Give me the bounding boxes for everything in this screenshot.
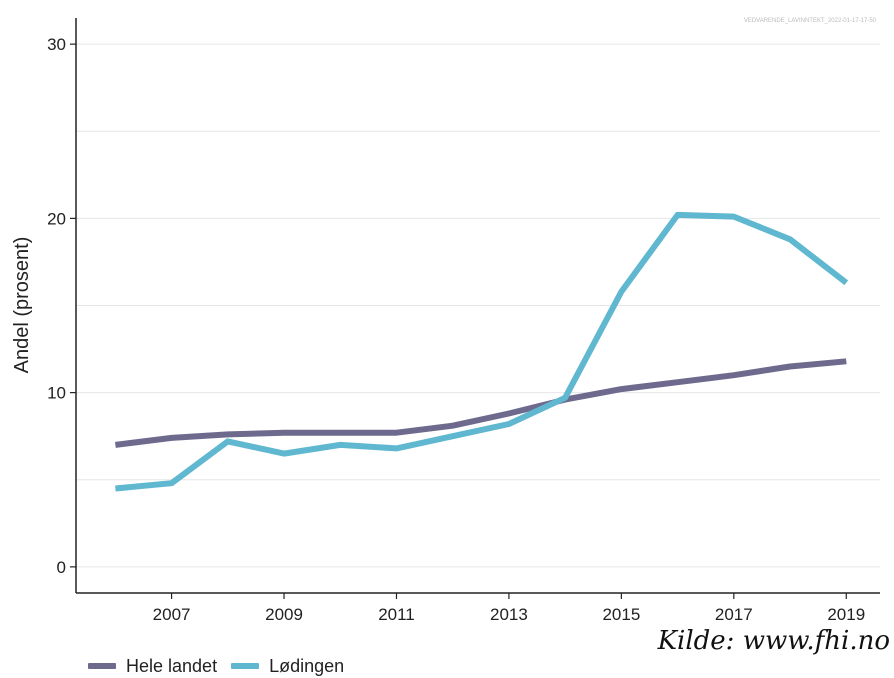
series-line-1 [115, 211, 849, 492]
axes [75, 18, 880, 594]
y-ticks: 0 10 20 30 [47, 35, 76, 577]
x-tick-label: 2009 [265, 605, 303, 624]
watermark-text: VEDVARENDE_LAVINNTEKT_2022-01-17-17-50 [744, 18, 877, 24]
x-tick-label: 2019 [827, 605, 865, 624]
legend-key [231, 663, 260, 669]
legend-key [88, 663, 116, 669]
y-tick-label: 10 [47, 384, 66, 403]
legend-item-0: Hele landet [88, 656, 217, 677]
legend-label: Lødingen [269, 655, 345, 676]
x-tick-label: 2017 [715, 605, 753, 624]
y-tick-label: 0 [57, 558, 66, 577]
series-lines [115, 211, 849, 492]
gridlines [76, 43, 880, 568]
x-tick-label: 2013 [490, 605, 528, 624]
y-tick-label: 30 [47, 35, 66, 54]
series-line-0 [115, 358, 847, 448]
y-tick-label: 20 [47, 209, 66, 228]
legend-label: Hele landet [126, 655, 218, 676]
x-tick-label: 2007 [153, 605, 191, 624]
source-credit: Kilde: www.fhi.no [657, 626, 890, 656]
y-axis-label: Andel (prosent) [11, 237, 33, 374]
legend: Hele landet Lødingen [88, 654, 344, 678]
legend-item-1: Lødingen [231, 656, 344, 677]
x-tick-label: 2011 [378, 605, 415, 624]
x-tick-label: 2015 [602, 605, 640, 624]
x-ticks: 2007 2009 2011 2013 2015 2017 2019 [153, 593, 865, 624]
